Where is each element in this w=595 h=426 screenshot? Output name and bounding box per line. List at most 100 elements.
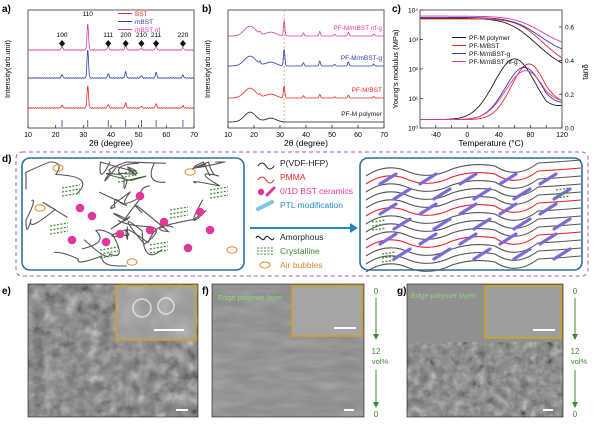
tan-delta-curve-c (420, 58, 563, 121)
bst-nanofiber (418, 172, 438, 186)
legend-symbol-0-1d-bst-ceramics (257, 188, 265, 196)
sem-image-g: g) Edge polymer layer 0 12 vol% 0 (397, 283, 588, 419)
modulus-curve-c (420, 18, 563, 59)
bst-particle (67, 235, 77, 245)
gradient-bottom-f: 0 (374, 410, 379, 419)
crystalline-region (371, 219, 387, 223)
polymer-chain (111, 225, 174, 244)
crystalline-region (209, 194, 229, 199)
panel-label-f: f) (202, 286, 209, 297)
xrd-series-mbst (27, 49, 194, 79)
aligned-chain (365, 215, 582, 233)
air-bubble (126, 258, 138, 266)
bst-nanofiber (418, 232, 438, 246)
crystalline-region (149, 249, 169, 254)
peak-marker-icon (122, 40, 129, 47)
bst-nanofiber (458, 172, 478, 186)
polymer-chain (104, 161, 167, 183)
bst-nanofiber (498, 202, 518, 216)
plot-frame-c (419, 9, 563, 129)
bst-nanofiber (458, 232, 478, 246)
aligned-chain (365, 191, 582, 209)
aligned-chain (365, 167, 582, 185)
y2-tick-label-c: 0.6 (565, 24, 574, 31)
peak-marker-icon (105, 40, 112, 47)
polymer-chain (99, 161, 138, 176)
polymer-chain (117, 220, 163, 256)
bst-nanofiber (432, 247, 452, 261)
dma-chart-c: c) -40 0 40 80 120 10⁰ 10¹ 10² 10³ 10⁴ 0.0 0.2 0.4… (391, 4, 590, 148)
bst-nanofiber (498, 172, 518, 186)
y-tick-label-c: 10⁰ (408, 125, 418, 133)
crystalline-region (117, 170, 137, 175)
crystalline-region (99, 250, 119, 255)
series-label-b: PF-M/BST (352, 87, 382, 94)
aligned-chain (365, 183, 582, 201)
bst-particle (115, 229, 125, 239)
y2-tick-label-c: 0.4 (565, 58, 574, 65)
schematic-left-content (25, 161, 238, 267)
x-tick-label-b: 60 (354, 132, 362, 139)
crystalline-region (149, 241, 169, 246)
panel-label-a: a) (2, 4, 11, 15)
peak-marker-icon (138, 40, 145, 47)
x-ticks-c: -40 0 40 80 120 (431, 125, 568, 139)
schematic-legend: P(VDF-HFP) PMMA 0/1D BST ceramics PTL modif… (255, 158, 353, 270)
crystalline-region (169, 210, 189, 215)
aligned-chain (365, 247, 582, 265)
crystalline-region (169, 206, 189, 211)
peak-label-110: 110 (83, 11, 94, 18)
legend-label-d: Amorphous (280, 232, 323, 242)
crystalline-region (61, 192, 81, 197)
bst-nanofiber (392, 187, 412, 201)
polymer-chain (98, 191, 140, 209)
bst-particle (101, 237, 111, 247)
polymer-chain (193, 161, 226, 177)
sem-image-e: e) (2, 283, 199, 418)
peak-marker-icon (59, 40, 66, 47)
x-tick-label-a: 60 (162, 132, 170, 139)
bst-nanofiber (538, 202, 558, 216)
edge-layer-label-f: Edge polymer layer (218, 293, 283, 302)
polymer-chain (192, 161, 220, 187)
series-label-b: PF-M/mBST nf-g (333, 25, 382, 32)
peak-label-100: 100 (57, 32, 68, 39)
y-axis-label-a: Intensity(arb.unit) (3, 40, 12, 98)
legend-label-d: Crystalline (280, 246, 320, 256)
gradient-unit-g: vol% (571, 357, 588, 366)
y-axis-label-c: Young's modulus (MPa) (391, 29, 400, 109)
x-axis-label-b: 2θ (degree) (284, 138, 328, 148)
legend-symbol-amorphous (255, 235, 275, 241)
xrd-series-mbst-nf (27, 24, 194, 51)
crystalline-region (381, 251, 397, 255)
crystalline-region (381, 259, 397, 263)
panel-label-b: b) (202, 4, 211, 15)
x-tick-label-b: 30 (276, 132, 284, 139)
x-axis-label-c: Temperature (°C) (458, 138, 523, 148)
y-tick-label-c: 10¹ (409, 96, 419, 103)
legend-label-c: PF-M/mBST-g (469, 51, 511, 58)
xrd-series-b (228, 111, 384, 123)
sem-texture-g (407, 342, 563, 417)
legend-symbol-p-vdf-hfp- (257, 162, 275, 170)
panel-b: b) 10 20 30 40 50 60 70 PF-M/mBST nf-g PF-M/mBS… (200, 0, 390, 148)
panel-a: a) 10 20 30 40 50 60 70 100 110 111 200 210 211 220 … (0, 0, 200, 148)
schematic-dashed-border (15, 151, 589, 277)
bst-nanofiber (552, 247, 572, 261)
bst-nanofiber (512, 187, 532, 201)
x-tick-label-a: 70 (190, 132, 198, 139)
crystalline-region (49, 226, 69, 231)
legend-label-a: mBST (135, 19, 153, 26)
x-ticks-b: 10 20 30 40 50 60 70 (224, 125, 388, 139)
schematic-right-content (365, 159, 582, 273)
schematic-d: d) P(VDF-HFP) PMMA 0/1D BST ceramics PTL mo… (2, 151, 589, 277)
crystalline-region (99, 254, 119, 259)
gradient-mid-g: 12 (571, 347, 580, 356)
peak-labels-a: 100 110 111 200 210 211 220 (57, 11, 189, 47)
x-tick-label-b: 50 (328, 132, 336, 139)
crystalline-region (169, 214, 189, 219)
peak-label-211: 211 (151, 32, 162, 39)
legend-label-d: 0/1D BST ceramics (280, 186, 353, 196)
peak-label-220: 220 (178, 32, 189, 39)
